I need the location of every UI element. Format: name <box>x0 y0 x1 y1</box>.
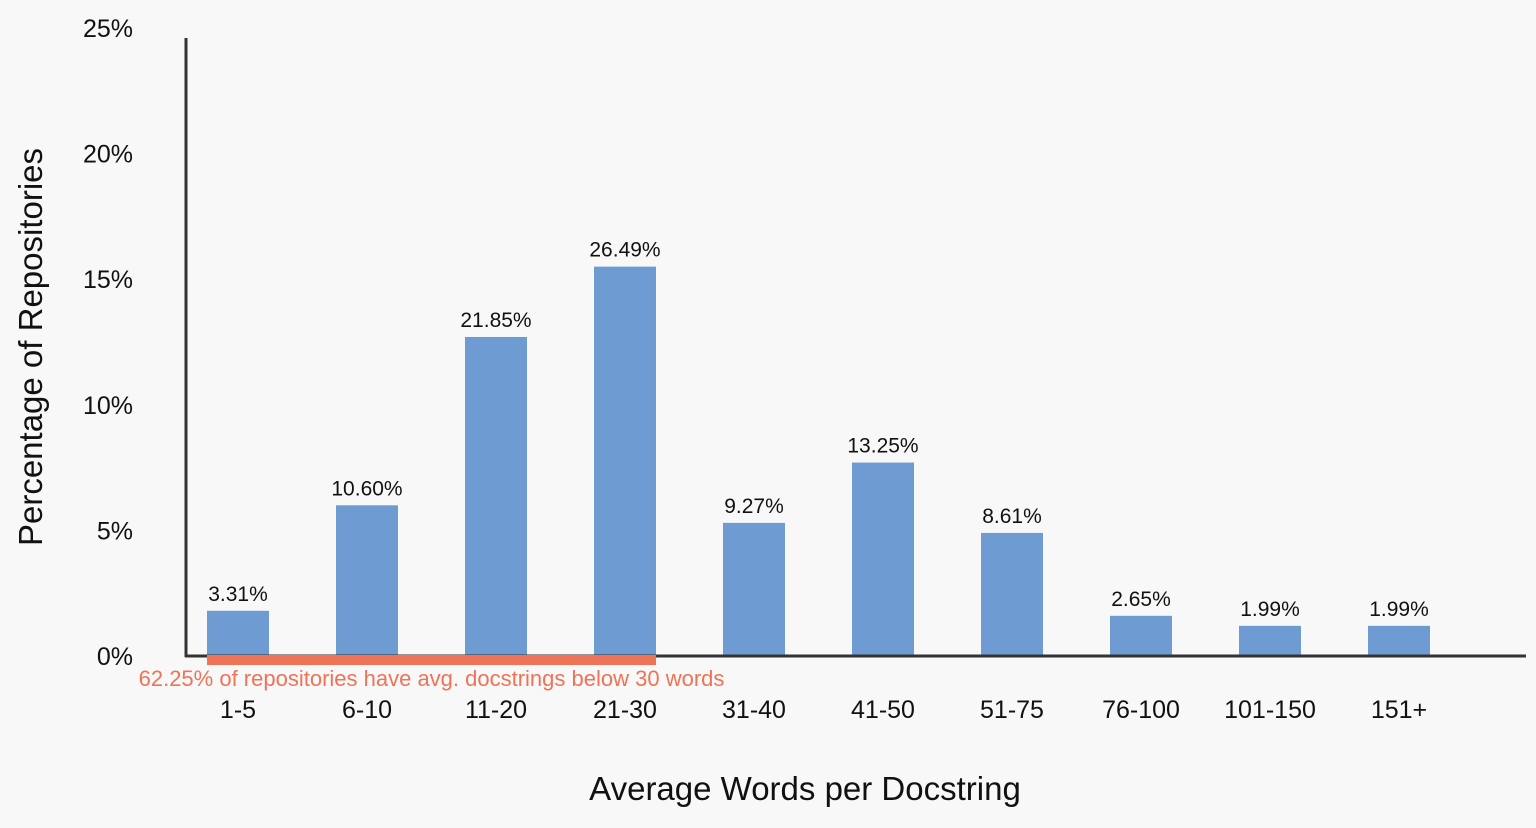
y-tick-label: 25% <box>83 15 133 43</box>
y-tick-label: 20% <box>83 141 133 169</box>
bars-group <box>207 266 1430 656</box>
y-tick-label: 0% <box>97 643 133 671</box>
bar <box>336 505 398 656</box>
bar <box>465 336 527 656</box>
data-label: 1.99% <box>1240 598 1300 621</box>
y-axis-title: Percentage of Repositories <box>12 148 49 546</box>
y-tick-label: 10% <box>83 392 133 420</box>
data-label: 13.25% <box>847 435 918 458</box>
y-tick-label: 15% <box>83 266 133 294</box>
data-label: 2.65% <box>1111 588 1171 611</box>
data-label: 26.49% <box>589 239 660 262</box>
x-axis-ticks: 1-5 6-10 11-20 21-30 31-40 41-50 51-75 76-100 10… <box>220 696 1427 724</box>
x-tick-label: 101-150 <box>1224 696 1316 724</box>
x-tick-label: 31-40 <box>722 696 786 724</box>
data-labels-group: 3.31% 10.60% 21.85% 26.49% 9.27% 13.25% 8.61% 2… <box>208 239 1429 621</box>
x-tick-label: 11-20 <box>465 696 527 724</box>
x-tick-label: 41-50 <box>851 696 915 724</box>
x-tick-label: 6-10 <box>342 696 392 724</box>
data-label: 9.27% <box>724 495 784 518</box>
bar <box>1110 615 1172 656</box>
x-tick-label: 21-30 <box>593 696 657 724</box>
bar <box>594 266 656 656</box>
bar <box>1239 625 1301 656</box>
bar <box>723 522 785 656</box>
bar <box>981 532 1043 656</box>
x-tick-label: 51-75 <box>980 696 1044 724</box>
bar <box>207 610 269 656</box>
x-axis-title: Average Words per Docstring <box>589 770 1021 807</box>
data-label: 10.60% <box>331 477 402 500</box>
data-label: 8.61% <box>982 505 1042 528</box>
data-label: 1.99% <box>1369 598 1429 621</box>
x-tick-label: 151+ <box>1371 696 1427 724</box>
x-tick-label: 1-5 <box>220 696 256 724</box>
y-axis-ticks: 0% 5% 10% 15% 20% 25% <box>83 15 133 671</box>
x-tick-label: 76-100 <box>1102 696 1180 724</box>
data-label: 3.31% <box>208 583 268 606</box>
bar <box>852 462 914 656</box>
annotation-bracket <box>207 655 656 665</box>
annotation-text: 62.25% of repositories have avg. docstri… <box>139 666 725 691</box>
bar <box>1368 625 1430 656</box>
y-tick-label: 5% <box>97 517 133 545</box>
data-label: 21.85% <box>460 309 531 332</box>
